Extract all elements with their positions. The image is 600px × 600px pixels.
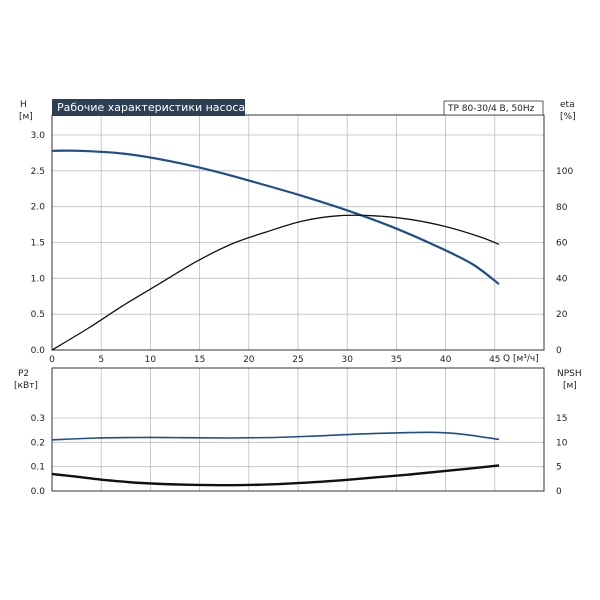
eta-tick-label: 20 [556, 310, 568, 320]
h-tick-label: 1.0 [31, 274, 46, 284]
upper-series [51, 149, 500, 351]
upper-left-ticks: 0.0 0.5 1.0 1.5 2.0 2.5 3.0 [31, 131, 46, 356]
x-tick-label: 45 [489, 355, 500, 365]
x-tick-label: 10 [145, 355, 157, 365]
upper-right-ticks: 0 20 40 60 80 100 [556, 167, 573, 356]
lower-grid [51, 368, 544, 492]
chart-title: Рабочие характеристики насоса [57, 101, 245, 114]
left-axis-unit-p2: [кВт] [14, 381, 38, 391]
x-axis-label: Q [м³/ч] [503, 354, 539, 364]
x-tick-label: 20 [243, 355, 255, 365]
npsh-tick-label: 10 [556, 438, 568, 448]
upper-panel: Рабочие характеристики насоса TP 80-30/4… [19, 99, 576, 365]
left-axis-name-h: H [20, 100, 27, 110]
lower-left-ticks: 0.0 0.1 0.2 0.3 [31, 414, 46, 497]
npsh-tick-label: 0 [556, 487, 562, 497]
right-axis-unit-eta: [%] [560, 112, 576, 122]
h-tick-label: 1.5 [31, 239, 45, 249]
npsh-tick-label: 15 [556, 414, 567, 424]
p2-tick-label: 0.0 [31, 487, 46, 497]
eta-tick-label: 60 [556, 239, 568, 249]
h-tick-label: 0.0 [31, 346, 46, 356]
h-tick-label: 2.0 [31, 203, 46, 213]
title-banner [52, 99, 245, 116]
eta-tick-label: 40 [556, 274, 568, 284]
x-tick-label: 15 [194, 355, 205, 365]
eta-tick-label: 0 [556, 346, 562, 356]
series-line-power-p2-black [51, 464, 500, 487]
model-label-box [443, 100, 544, 116]
series-line-power-p2-blue [51, 431, 500, 441]
npsh-tick-label: 5 [556, 463, 562, 473]
right-axis-name-eta: eta [560, 100, 575, 110]
model-label: TP 80-30/4 B, 50Hz [447, 104, 535, 114]
eta-tick-label: 100 [556, 167, 573, 177]
series-line-head-h [51, 149, 500, 285]
h-tick-label: 2.5 [31, 167, 45, 177]
x-tick-label: 35 [391, 355, 402, 365]
x-axis-ticks: 0 5 10 15 20 25 30 35 40 45 [49, 355, 500, 365]
x-tick-label: 30 [341, 355, 353, 365]
x-tick-label: 25 [292, 355, 303, 365]
series-line-efficiency-eta [51, 214, 500, 351]
h-tick-label: 0.5 [31, 310, 45, 320]
upper-grid [51, 115, 544, 351]
lower-panel: P2 [кВт] NPSH [м] 0.0 0.1 0.2 0.3 0 5 10 15 [14, 367, 582, 497]
p2-tick-label: 0.1 [31, 463, 45, 473]
h-tick-label: 3.0 [31, 131, 46, 141]
x-tick-label: 5 [98, 355, 104, 365]
right-axis-unit-npsh: [м] [563, 381, 577, 391]
x-tick-label: 40 [440, 355, 452, 365]
x-tick-label: 0 [49, 355, 55, 365]
lower-frame [51, 367, 545, 492]
eta-tick-label: 80 [556, 203, 568, 213]
left-axis-name-p2: P2 [18, 369, 29, 379]
right-axis-name-npsh: NPSH [557, 369, 582, 379]
p2-tick-label: 0.2 [31, 438, 45, 448]
lower-right-ticks: 0 5 10 15 [556, 414, 568, 497]
p2-tick-label: 0.3 [31, 414, 45, 424]
lower-series [51, 431, 500, 487]
left-axis-unit-h: [м] [19, 112, 33, 122]
upper-frame [51, 114, 545, 351]
